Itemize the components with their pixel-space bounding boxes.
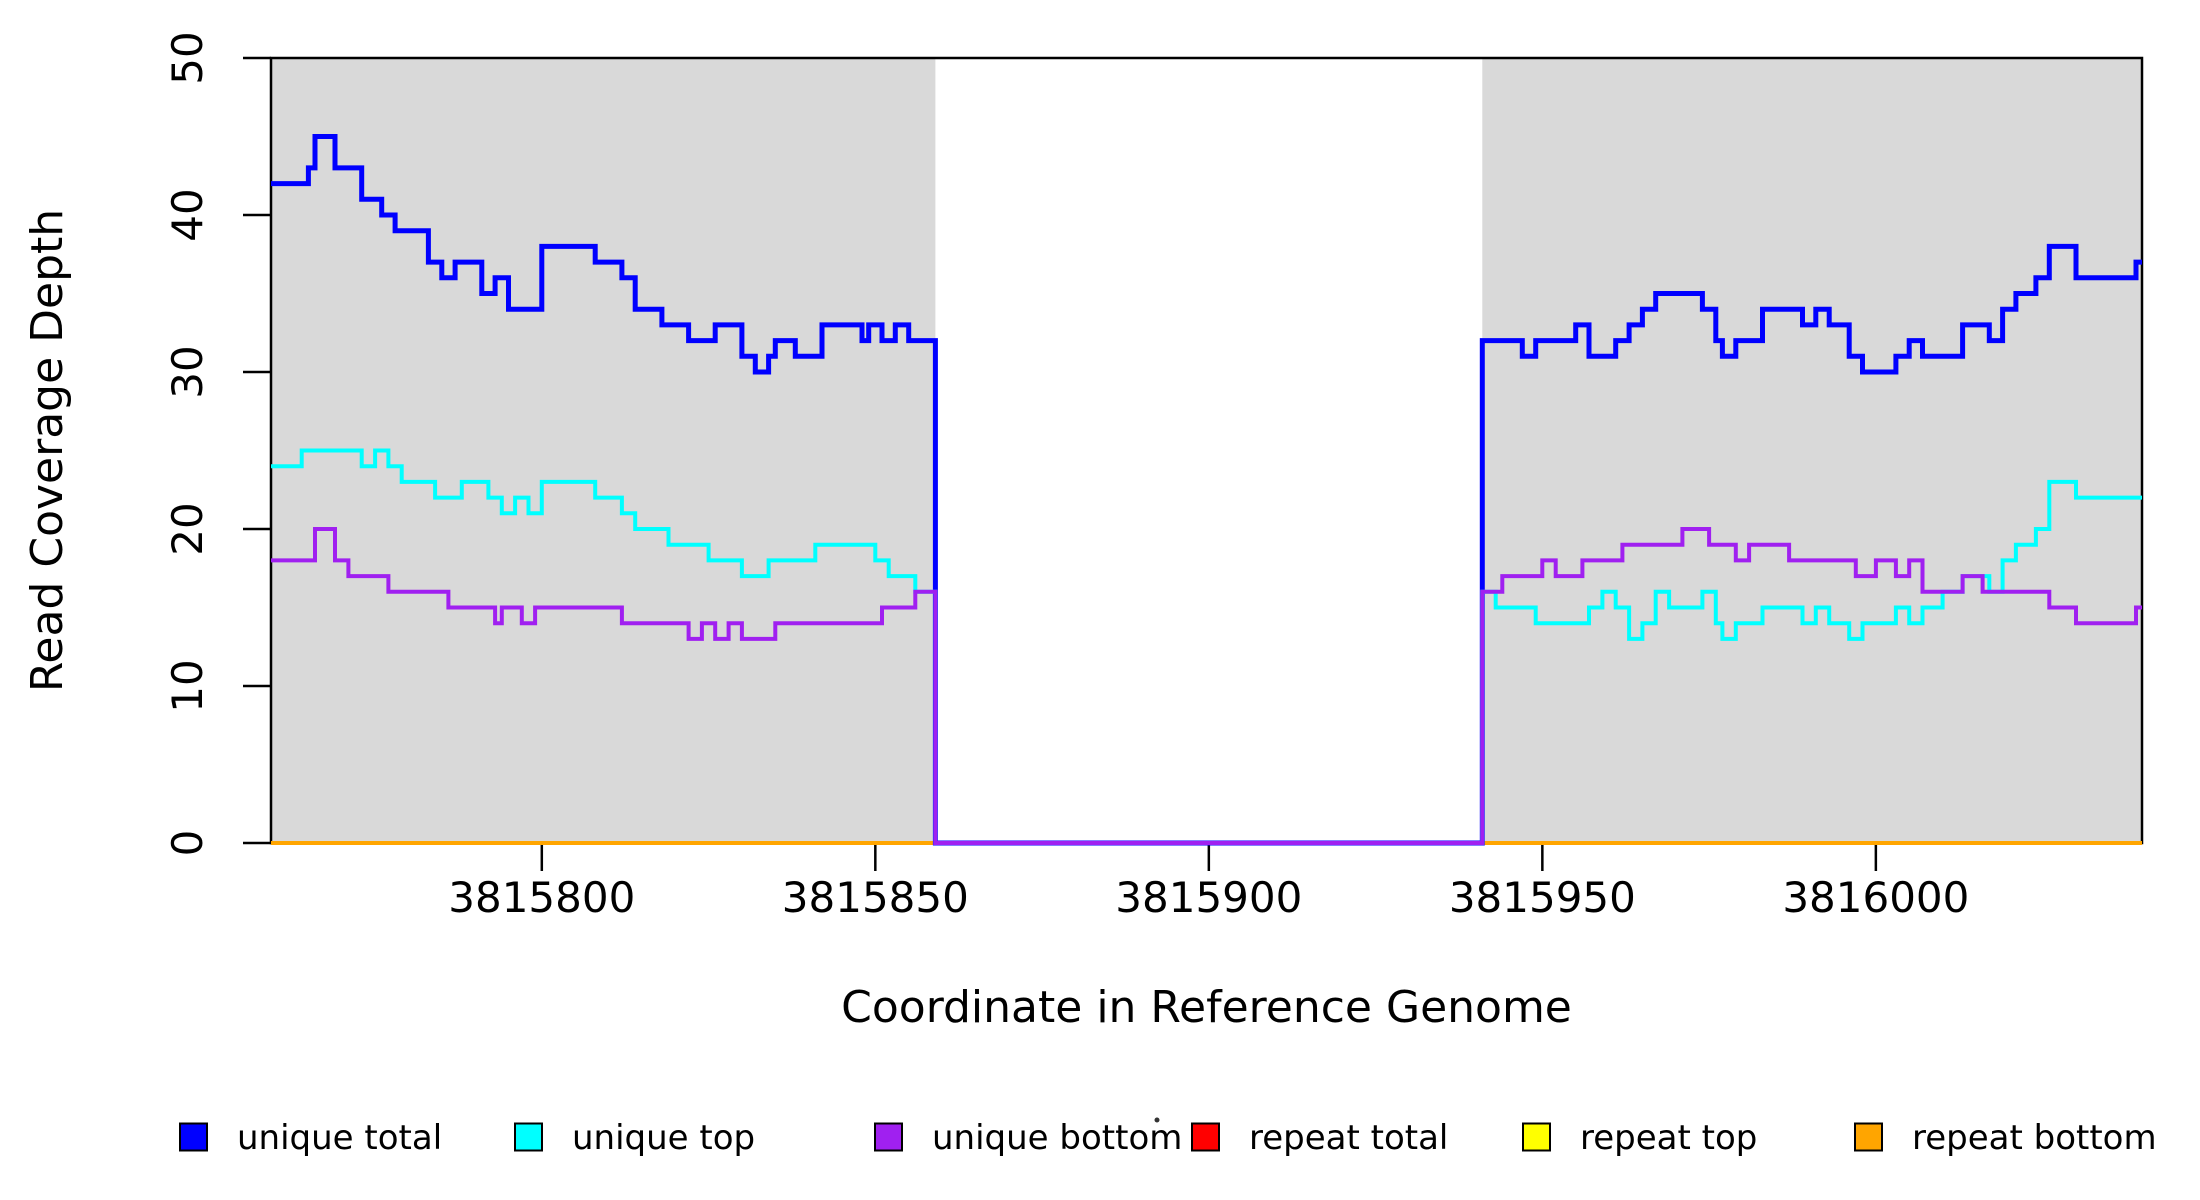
legend-label: repeat top <box>1580 1118 1757 1158</box>
x-tick-label: 3815850 <box>782 873 969 922</box>
legend-item-unique-bottom: unique bottom <box>874 1118 1182 1158</box>
y-axis-title: Read Coverage Depth <box>22 209 73 692</box>
legend-label: repeat total <box>1249 1118 1448 1158</box>
x-tick-label: 3815900 <box>1115 873 1302 922</box>
legend-swatch-repeat-top <box>1522 1122 1551 1152</box>
series-line-unique-top <box>271 448 2142 845</box>
legend-item-repeat-top: repeat top <box>1522 1118 1757 1158</box>
legend-label: unique top <box>572 1118 755 1158</box>
y-tick-label: 0 <box>163 830 212 857</box>
legend-item-unique-total: unique total <box>179 1118 442 1158</box>
y-tick-label: 50 <box>163 31 212 84</box>
stray-mark <box>1154 1117 1160 1123</box>
legend-item-unique-top: unique top <box>514 1118 755 1158</box>
shaded-region-0 <box>271 58 936 843</box>
y-tick-label: 40 <box>163 188 212 241</box>
legend-item-repeat-total: repeat total <box>1191 1118 1448 1158</box>
legend-item-repeat-bottom: repeat bottom <box>1854 1118 2157 1158</box>
legend-swatch-repeat-bottom <box>1854 1122 1883 1152</box>
x-axis-title: Coordinate in Reference Genome <box>841 982 1572 1033</box>
y-tick-label: 20 <box>163 502 212 555</box>
x-tick-label: 3816000 <box>1782 873 1969 922</box>
legend-swatch-repeat-total <box>1191 1122 1220 1152</box>
y-tick-label: 30 <box>163 345 212 398</box>
legend-label: unique bottom <box>932 1118 1182 1158</box>
legend-swatch-unique-bottom <box>874 1122 903 1152</box>
legend-label: unique total <box>237 1118 442 1158</box>
shaded-region-1 <box>1482 58 2142 843</box>
legend-label: repeat bottom <box>1912 1118 2157 1158</box>
legend-swatch-unique-top <box>514 1122 543 1152</box>
legend-swatch-unique-total <box>179 1122 208 1152</box>
series-line-unique-bottom <box>271 527 2142 845</box>
x-tick-label: 3815800 <box>448 873 635 922</box>
series-group <box>271 134 2142 846</box>
x-tick-label: 3815950 <box>1449 873 1636 922</box>
y-tick-label: 10 <box>163 659 212 712</box>
